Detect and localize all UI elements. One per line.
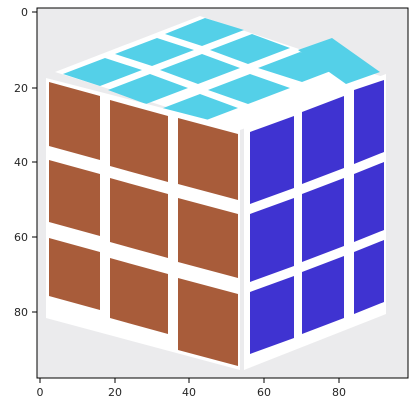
right-stickers [250, 80, 384, 354]
x-tick-label: 20 [108, 386, 122, 399]
x-tick-label: 80 [332, 386, 346, 399]
y-tick-label: 60 [14, 231, 28, 244]
left-stickers [49, 82, 238, 366]
top-stickers [63, 18, 380, 124]
y-tick-label: 20 [14, 82, 28, 95]
cube-image [46, 16, 386, 370]
x-axis: 0 20 40 60 80 [37, 378, 346, 399]
y-tick-label: 0 [21, 6, 28, 19]
y-tick-label: 80 [14, 306, 28, 319]
y-axis: 0 20 40 60 80 [14, 6, 37, 319]
x-tick-label: 40 [182, 386, 196, 399]
x-tick-label: 60 [257, 386, 271, 399]
y-tick-label: 40 [14, 156, 28, 169]
x-tick-label: 0 [37, 386, 44, 399]
